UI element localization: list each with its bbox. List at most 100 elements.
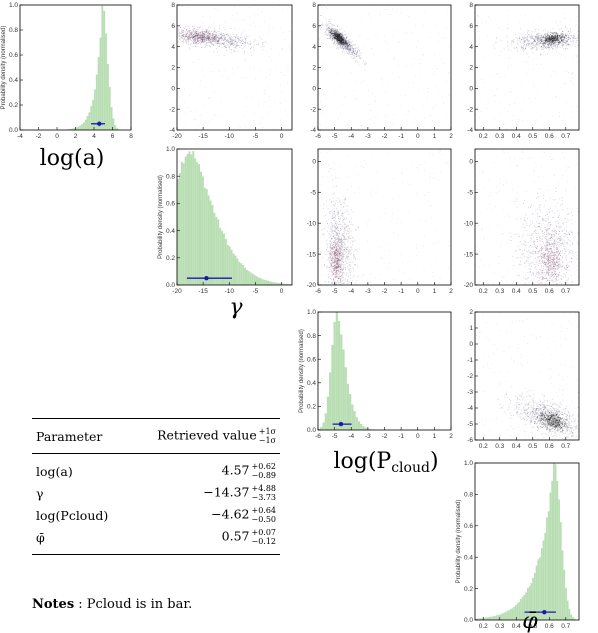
point bbox=[532, 43, 534, 45]
point bbox=[338, 35, 340, 37]
point bbox=[344, 40, 346, 42]
point bbox=[515, 49, 516, 50]
point bbox=[551, 44, 552, 46]
point bbox=[477, 23, 479, 24]
point bbox=[347, 42, 349, 44]
point bbox=[264, 21, 265, 22]
hist-bar bbox=[547, 511, 550, 620]
point bbox=[241, 45, 242, 47]
point bbox=[334, 244, 336, 246]
point bbox=[553, 38, 555, 40]
point bbox=[562, 30, 564, 32]
point bbox=[445, 38, 447, 39]
point bbox=[328, 18, 330, 20]
point bbox=[343, 261, 345, 263]
hist-bar bbox=[86, 116, 89, 130]
point bbox=[440, 172, 441, 173]
point bbox=[554, 39, 556, 41]
point bbox=[341, 39, 342, 41]
x-tick-label: -1 bbox=[398, 433, 404, 440]
panel-gamma: -20 -15 -10 -5 00.00.20.40.60.81.0Probabilit… bbox=[158, 146, 293, 295]
point bbox=[179, 38, 181, 40]
point bbox=[522, 46, 524, 48]
point bbox=[554, 34, 556, 36]
point bbox=[207, 36, 209, 38]
point bbox=[341, 45, 343, 47]
hist-bar bbox=[513, 606, 515, 620]
point bbox=[192, 37, 194, 39]
point bbox=[201, 36, 203, 38]
point bbox=[549, 36, 551, 38]
point bbox=[339, 247, 341, 248]
point bbox=[188, 7, 190, 9]
point bbox=[357, 276, 359, 278]
point bbox=[340, 41, 342, 43]
point bbox=[349, 45, 351, 46]
point bbox=[339, 38, 341, 40]
point bbox=[333, 33, 334, 34]
point bbox=[559, 29, 561, 31]
point bbox=[335, 35, 337, 37]
point bbox=[165, 35, 166, 36]
hist-bar bbox=[108, 86, 111, 130]
point bbox=[187, 38, 189, 40]
point bbox=[211, 33, 213, 34]
point bbox=[194, 36, 196, 38]
point bbox=[338, 35, 340, 37]
point bbox=[190, 35, 192, 37]
point bbox=[353, 49, 355, 51]
point bbox=[213, 31, 215, 33]
point bbox=[213, 40, 215, 41]
point bbox=[342, 38, 344, 40]
point bbox=[208, 97, 210, 99]
point bbox=[198, 37, 200, 38]
point bbox=[569, 38, 571, 40]
point bbox=[545, 39, 547, 41]
point bbox=[557, 37, 559, 39]
point bbox=[545, 35, 547, 37]
point bbox=[354, 50, 356, 52]
point bbox=[201, 37, 203, 39]
point bbox=[342, 37, 344, 39]
point bbox=[574, 36, 576, 38]
point bbox=[212, 36, 214, 38]
point bbox=[337, 214, 339, 216]
hist-bar bbox=[103, 10, 106, 130]
point bbox=[340, 44, 342, 46]
hist-bar bbox=[344, 367, 347, 430]
point bbox=[333, 230, 335, 232]
point bbox=[573, 35, 575, 37]
point bbox=[342, 215, 344, 217]
point bbox=[339, 251, 340, 253]
point bbox=[339, 223, 341, 225]
point bbox=[180, 37, 182, 39]
point bbox=[244, 41, 246, 43]
point bbox=[344, 309, 345, 310]
point bbox=[347, 48, 349, 50]
hist-bar bbox=[211, 205, 214, 285]
point bbox=[237, 12, 238, 14]
point bbox=[353, 275, 355, 276]
point bbox=[352, 53, 353, 55]
point bbox=[331, 275, 333, 276]
point bbox=[188, 37, 190, 39]
point bbox=[213, 44, 215, 46]
point bbox=[221, 33, 223, 35]
point bbox=[228, 46, 230, 48]
point bbox=[330, 35, 332, 36]
point bbox=[333, 242, 335, 244]
point bbox=[332, 272, 334, 274]
point bbox=[319, 55, 321, 57]
point bbox=[355, 297, 356, 298]
point bbox=[336, 33, 338, 35]
point bbox=[326, 152, 328, 154]
point bbox=[245, 40, 247, 42]
point bbox=[334, 32, 336, 34]
point bbox=[321, 23, 323, 25]
point bbox=[189, 30, 191, 32]
point bbox=[349, 52, 351, 54]
point bbox=[357, 52, 358, 54]
point bbox=[446, 26, 448, 28]
point bbox=[340, 281, 342, 283]
point bbox=[341, 39, 343, 41]
